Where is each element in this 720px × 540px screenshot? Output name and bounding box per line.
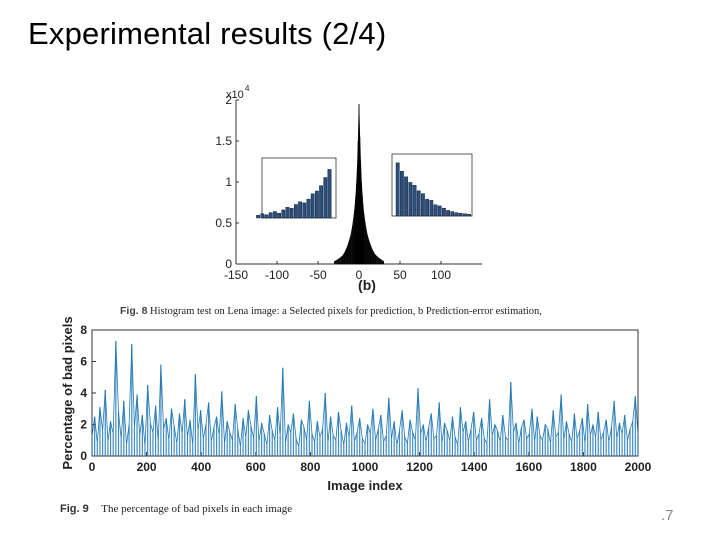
- hist-inset-left-bar: [256, 215, 260, 219]
- hist-inset-left-bar: [302, 202, 307, 219]
- hist-inset-left-bar: [294, 204, 298, 219]
- hist-inset-right-bar: [463, 213, 467, 217]
- hist-inset-left-bar: [281, 209, 286, 219]
- line-y-tick-label: 2: [80, 418, 87, 432]
- hist-inset-right-bar: [408, 182, 413, 217]
- hist-inset-left-bar: [315, 190, 319, 219]
- line-x-tick-label: 1800: [570, 460, 597, 474]
- hist-inset-left-bar: [285, 206, 290, 219]
- figure-9-caption-text: The percentage of bad pixels in each ima…: [101, 503, 293, 515]
- hist-y-tick-label: 0.5: [215, 216, 232, 230]
- figure-8-caption-text: Histogram test on Lena image: a Selected…: [150, 306, 542, 317]
- hist-x-tick-label: 50: [393, 268, 407, 282]
- hist-x-tick-label: 100: [431, 268, 451, 282]
- hist-y-multiplier-exponent: 4: [245, 84, 250, 93]
- line-y-tick-label: 6: [80, 355, 87, 369]
- line-x-axis-label: Image index: [327, 478, 403, 493]
- line-x-tick-label: 1200: [406, 460, 433, 474]
- hist-inset-left-bar: [260, 213, 265, 219]
- line-x-tick-label: 200: [137, 460, 157, 474]
- hist-inset-left-bar: [268, 212, 273, 219]
- figure-9-caption: Fig. 9 The percentage of bad pixels in e…: [60, 503, 292, 515]
- line-x-tick-label: 800: [300, 460, 320, 474]
- hist-inset-right-bar: [425, 198, 429, 217]
- line-y-tick-label: 8: [80, 323, 87, 337]
- hist-inset-left-bar: [319, 185, 323, 219]
- line-y-tick-label: 4: [80, 386, 87, 400]
- line-y-tick-label: 0: [80, 449, 87, 463]
- line-x-tick-label: 1600: [515, 460, 542, 474]
- hist-inset-left-bar: [264, 214, 269, 219]
- hist-inset-right-bar: [442, 207, 446, 217]
- hist-inset-left-bar: [273, 211, 277, 219]
- hist-y-tick-label: 0: [225, 257, 232, 271]
- hist-x-tick-label: -100: [265, 268, 289, 282]
- figure-8-caption: Fig. 8 Histogram test on Lena image: a S…: [120, 305, 542, 317]
- hist-inset-left-bar: [306, 198, 311, 219]
- line-y-axis-label: Percentage of bad pixels: [60, 316, 75, 469]
- line-x-tick-label: 2000: [625, 460, 652, 474]
- line-x-tick-label: 400: [191, 460, 211, 474]
- hist-y-tick-label: 1: [225, 175, 232, 189]
- hist-inset-left-bar: [323, 177, 328, 219]
- hist-inset-right-bar: [395, 162, 400, 217]
- hist-y-multiplier: x10: [226, 89, 244, 101]
- line-x-tick-label: 600: [246, 460, 266, 474]
- hist-x-tick-label: -50: [309, 268, 327, 282]
- figure-8-caption-label: Fig. 8: [120, 305, 148, 317]
- hist-inset-right-bar: [400, 170, 404, 217]
- hist-inset-right-bar: [450, 211, 455, 217]
- hist-inset-right-bar: [404, 176, 408, 217]
- hist-inset-right-bar: [429, 200, 434, 217]
- hist-inset-left-bar: [298, 201, 302, 219]
- hist-inset-right-bar: [416, 190, 421, 217]
- page-title: Experimental results (2/4): [28, 16, 387, 51]
- hist-inset-left-bar: [327, 169, 332, 219]
- hist-inset-right-bar: [433, 204, 438, 217]
- hist-inset-right-bar: [454, 212, 459, 217]
- line-x-tick-label: 1400: [461, 460, 488, 474]
- page-number: .7: [661, 507, 674, 524]
- hist-inset-right-bar: [437, 205, 442, 217]
- hist-x-tick-label: -150: [224, 268, 248, 282]
- hist-y-tick-label: 1.5: [215, 134, 232, 148]
- hist-panel-label: (b): [358, 277, 376, 293]
- line-x-tick-label: 1000: [352, 460, 379, 474]
- hist-inset-right-bar: [421, 193, 425, 217]
- hist-inset-left-bar: [277, 212, 281, 219]
- hist-y-tick-label: 2: [225, 93, 232, 107]
- hist-inset-right-bar: [446, 210, 450, 217]
- line-x-tick-label: 0: [89, 460, 96, 474]
- hist-x-tick-label: 0: [356, 268, 363, 282]
- hist-inset-right-bar: [467, 214, 471, 217]
- hist-inset-left-bar: [289, 208, 294, 219]
- hist-inset-right-bar: [412, 184, 417, 217]
- hist-inset-left-bar: [310, 193, 315, 219]
- hist-inset-right-bar: [458, 212, 463, 217]
- figure-9-caption-label: Fig. 9: [60, 503, 89, 515]
